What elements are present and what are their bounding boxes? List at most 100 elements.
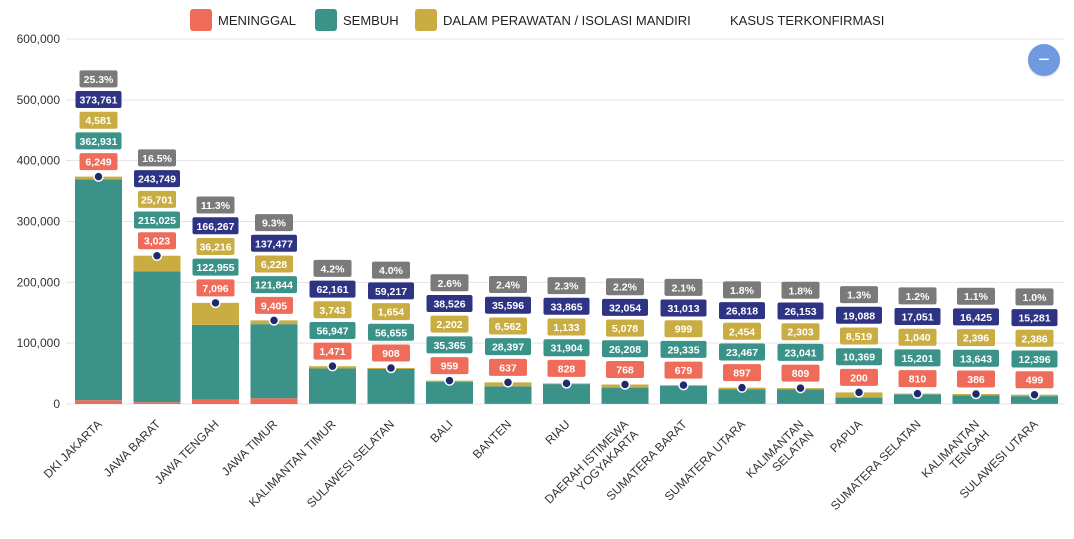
label-percentage: 2.3% xyxy=(555,281,580,293)
label-percentage: 16.5% xyxy=(142,153,172,165)
collapse-button[interactable]: − xyxy=(1028,44,1060,76)
label-meninggal-group: 637 xyxy=(489,358,527,376)
label-percentage: 4.2% xyxy=(321,263,346,275)
total-marker xyxy=(151,250,163,261)
chart-legend: MENINGGAL SEMBUH DALAM PERAWATAN / ISOLA… xyxy=(0,8,1074,32)
label-percentage-group: 25.3% xyxy=(79,70,118,88)
label-sembuh-group: 10,369 xyxy=(836,348,882,366)
legend-item-dalam-perawatan[interactable]: DALAM PERAWATAN / ISOLASI MANDIRI xyxy=(415,8,691,32)
label-dalam-perawatan-group: 2,454 xyxy=(723,322,761,340)
label-dalam-perawatan-box xyxy=(255,255,293,273)
label-percentage: 4.0% xyxy=(379,265,404,277)
label-meninggal-box xyxy=(1015,371,1054,389)
bar-sembuh xyxy=(601,387,649,404)
label-total: 166,267 xyxy=(197,221,235,233)
label-percentage: 2.4% xyxy=(496,280,521,292)
label-sembuh-box xyxy=(368,323,414,341)
label-meninggal-box xyxy=(840,368,878,386)
label-sembuh-group: 26,208 xyxy=(602,340,648,358)
label-total-box xyxy=(894,308,941,326)
bar-sembuh xyxy=(192,324,239,400)
label-sembuh-box xyxy=(894,349,941,367)
label-percentage-box xyxy=(957,287,995,305)
legend-item-meninggal[interactable]: MENINGGAL xyxy=(190,8,296,32)
label-total-group: 17,051 xyxy=(894,308,941,326)
label-meninggal-box xyxy=(79,153,118,171)
label-sembuh-group: 13,643 xyxy=(953,349,999,367)
label-meninggal-group: 679 xyxy=(664,361,703,379)
label-percentage-group: 11.3% xyxy=(196,196,235,214)
label-dalam-perawatan-group: 8,519 xyxy=(840,327,878,345)
x-tick-label-line: BALI xyxy=(427,417,455,445)
label-dalam-perawatan: 5,078 xyxy=(612,323,638,335)
label-meninggal-group: 200 xyxy=(840,368,878,386)
label-meninggal-group: 897 xyxy=(723,364,761,382)
label-dalam-perawatan-box xyxy=(957,329,995,347)
label-dalam-perawatan: 1,040 xyxy=(904,332,930,344)
total-marker xyxy=(385,362,397,374)
label-percentage: 2.1% xyxy=(672,282,697,294)
label-dalam-perawatan-group: 25,701 xyxy=(138,190,176,208)
label-meninggal: 1,471 xyxy=(319,346,345,358)
label-meninggal: 768 xyxy=(616,365,634,377)
x-tick-label: PAPUA xyxy=(827,417,865,455)
label-percentage-group: 2.1% xyxy=(664,278,703,296)
legend-label-sembuh: SEMBUH xyxy=(343,12,399,28)
bar-sembuh xyxy=(543,384,590,404)
label-dalam-perawatan-group: 2,202 xyxy=(430,315,469,333)
label-meninggal-group: 1,471 xyxy=(313,342,352,360)
legend-swatch-meninggal xyxy=(190,9,212,31)
label-meninggal: 7,096 xyxy=(202,283,228,295)
label-meninggal-group: 809 xyxy=(781,364,820,382)
label-sembuh-group: 23,467 xyxy=(719,343,765,361)
label-sembuh: 215,025 xyxy=(138,215,176,227)
label-percentage-group: 1.0% xyxy=(1015,288,1054,306)
label-total: 33,865 xyxy=(550,301,582,313)
label-total: 15,281 xyxy=(1018,313,1050,325)
legend-item-sembuh[interactable]: SEMBUH xyxy=(315,8,399,32)
label-percentage-group: 2.4% xyxy=(489,276,527,294)
label-total: 16,425 xyxy=(960,312,992,324)
label-dalam-perawatan-group: 1,040 xyxy=(898,328,937,346)
x-tick-label-line: DKI JAKARTA xyxy=(41,417,105,481)
label-dalam-perawatan: 36,216 xyxy=(199,241,231,253)
label-dalam-perawatan-box xyxy=(547,318,586,336)
label-meninggal: 637 xyxy=(499,362,517,374)
label-dalam-perawatan-box xyxy=(138,190,176,208)
x-tick-label: JAWA TIMUR xyxy=(219,417,281,479)
legend-item-kasus-terkonfirmasi[interactable]: KASUS TERKONFIRMASI xyxy=(730,8,884,32)
label-dalam-perawatan-box xyxy=(723,322,761,340)
label-meninggal: 810 xyxy=(909,374,927,386)
label-percentage: 25.3% xyxy=(84,74,114,86)
label-meninggal-group: 6,249 xyxy=(79,153,118,171)
label-meninggal-box xyxy=(898,370,937,388)
total-marker xyxy=(736,382,748,393)
legend-label-meninggal: MENINGGAL xyxy=(218,12,297,28)
label-percentage-box xyxy=(723,281,761,299)
total-marker xyxy=(268,315,280,326)
label-dalam-perawatan: 2,303 xyxy=(787,327,813,339)
label-meninggal-box xyxy=(547,359,586,377)
label-sembuh: 56,947 xyxy=(316,325,348,337)
label-meninggal: 908 xyxy=(382,348,400,360)
label-sembuh: 12,396 xyxy=(1018,354,1050,366)
bar-meninggal xyxy=(543,403,590,404)
label-sembuh-group: 31,904 xyxy=(543,339,590,357)
label-total: 38,526 xyxy=(433,298,465,310)
label-meninggal-group: 828 xyxy=(547,359,586,377)
label-sembuh: 35,365 xyxy=(433,340,465,352)
label-percentage: 2.2% xyxy=(613,282,638,294)
total-marker xyxy=(93,171,104,182)
x-tick-label-line: JAWA BARAT xyxy=(101,417,164,480)
label-meninggal-box xyxy=(489,358,527,376)
label-total: 137,477 xyxy=(255,238,293,250)
bar-sembuh xyxy=(250,324,298,399)
y-tick-label: 200,000 xyxy=(17,275,61,289)
label-sembuh: 10,369 xyxy=(843,352,875,364)
label-dalam-perawatan-box xyxy=(898,328,937,346)
label-meninggal-group: 386 xyxy=(957,370,995,388)
label-total-group: 26,818 xyxy=(719,302,765,320)
label-sembuh: 23,467 xyxy=(726,347,758,359)
label-meninggal: 679 xyxy=(675,365,693,377)
total-marker xyxy=(1029,389,1040,400)
